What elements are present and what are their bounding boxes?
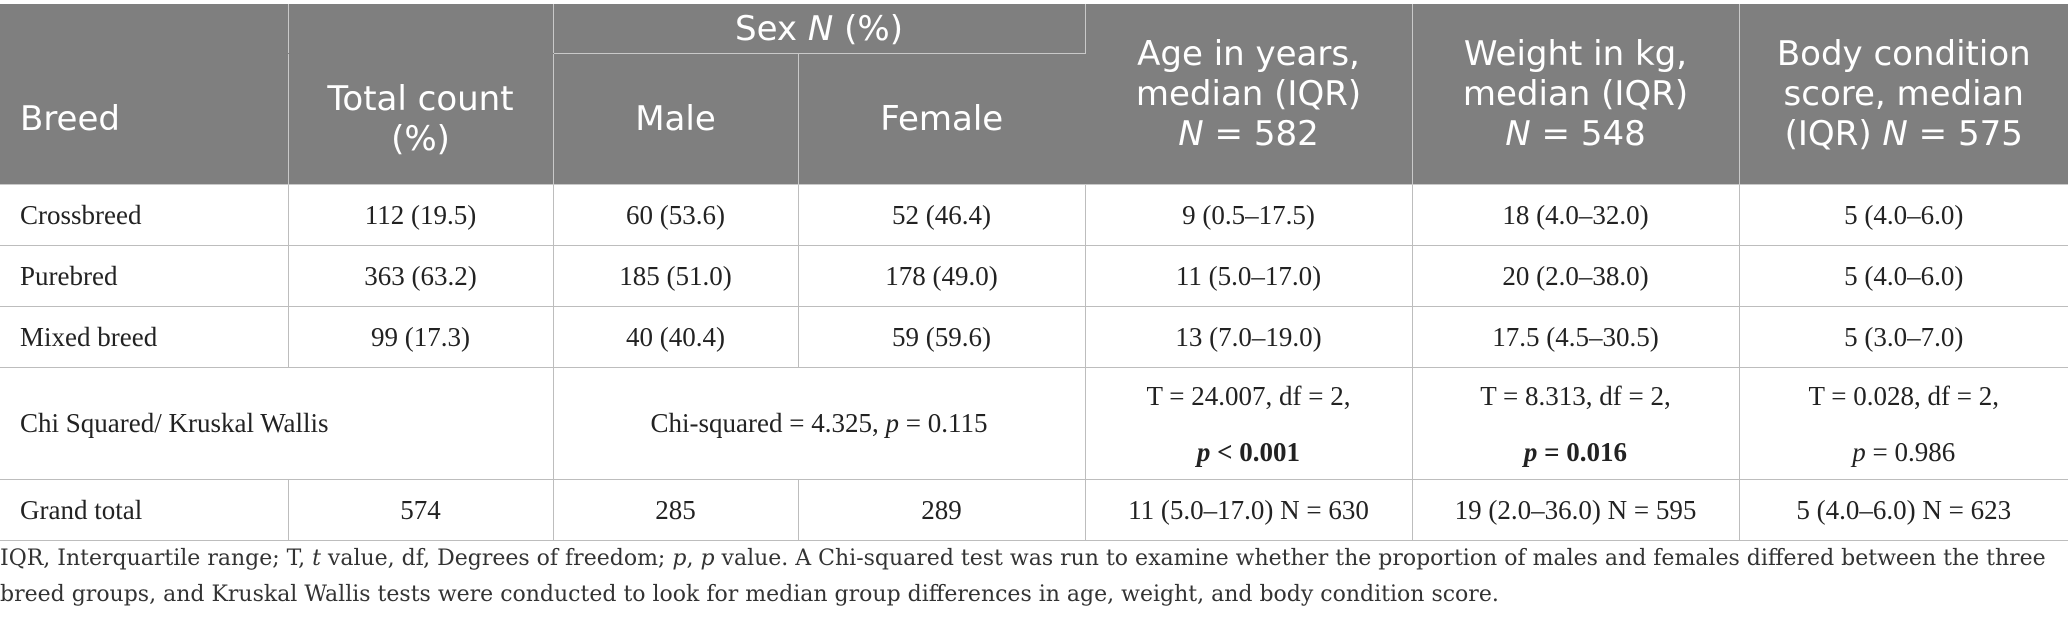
test-row: Chi Squared/ Kruskal Wallis Chi-squared … — [0, 367, 2068, 480]
sex-n-label: N — [807, 8, 834, 49]
header-weight: Weight in kg, median (IQR) N = 548 — [1412, 4, 1740, 185]
header-breed: Breed — [0, 53, 289, 185]
table-row: Mixed breed 99 (17.3) 40 (40.4) 59 (59.6… — [0, 306, 2068, 368]
header-female: Female — [798, 53, 1085, 185]
chi-squared-result: Chi-squared = 4.325, p = 0.115 — [553, 367, 1086, 480]
header-row-top: Sex N (%) Age in years, median (IQR) N = … — [0, 4, 2068, 185]
header-blank-2 — [288, 4, 554, 54]
header-age: Age in years, median (IQR) N = 582 — [1085, 4, 1413, 185]
header-total: Total count (%) — [288, 53, 554, 185]
test-label: Chi Squared/ Kruskal Wallis — [0, 367, 554, 480]
header-blank-1 — [0, 4, 289, 54]
grand-total-row: Grand total 574 285 289 11 (5.0–17.0) N … — [0, 479, 2068, 541]
table-row: Crossbreed 112 (19.5) 60 (53.6) 52 (46.4… — [0, 184, 2068, 246]
header-male: Male — [553, 53, 799, 185]
header-sex-group: Sex N (%) — [553, 4, 1086, 54]
header-row-bottom: Breed Total count (%) Male Female — [0, 53, 2068, 185]
sex-suffix: (%) — [844, 8, 903, 49]
bcs-test-result: T = 0.028, df = 2, p = 0.986 — [1739, 367, 2068, 480]
age-test-result: T = 24.007, df = 2, p < 0.001 — [1085, 367, 1413, 480]
breed-stats-table: Sex N (%) Age in years, median (IQR) N = … — [0, 4, 2068, 541]
header-bcs: Body condition score, median (IQR) N = 5… — [1739, 4, 2068, 185]
weight-test-result: T = 8.313, df = 2, p = 0.016 — [1412, 367, 1740, 480]
sex-label: Sex — [735, 8, 798, 49]
table-footnote: IQR, Interquartile range; T, t value, df… — [0, 546, 2046, 607]
table-row: Purebred 363 (63.2) 185 (51.0) 178 (49.0… — [0, 245, 2068, 307]
